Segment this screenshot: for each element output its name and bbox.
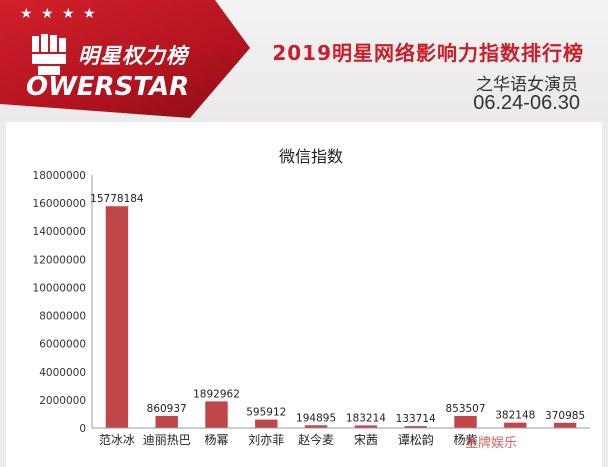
- brand-banner: ★ ★ ★ ★ 明星权力榜 OWERSTAR: [0, 0, 250, 118]
- y-tick-label: 18000000: [33, 170, 86, 182]
- x-tick-label: 谭松韵: [398, 432, 434, 447]
- bar: [105, 206, 129, 428]
- page-subtitle: 之华语女演员: [476, 75, 578, 95]
- data-label: 860937: [147, 403, 187, 415]
- y-axis: 0 2000000 4000000 6000000 8000000 10000000 120…: [33, 170, 93, 435]
- bar: [354, 425, 378, 428]
- bar: [454, 416, 477, 428]
- y-tick-label: 10000000: [33, 282, 86, 294]
- data-label: 194895: [296, 412, 336, 424]
- bar: [404, 426, 427, 428]
- bar: [304, 425, 328, 428]
- bar: [255, 419, 278, 428]
- data-label: 183214: [346, 412, 386, 424]
- brand-name-cn: 明星权力榜: [78, 44, 188, 68]
- bars: 15778184 860937 1892962 595912 194895 183214 1…: [90, 193, 585, 428]
- x-tick-label: 刘亦菲: [248, 432, 284, 447]
- data-label: 370985: [545, 410, 585, 422]
- x-tick-label: 范冰冰: [99, 433, 135, 447]
- data-label: 853507: [445, 403, 485, 415]
- x-tick-label: 赵今麦: [298, 432, 334, 447]
- chart-title: 微信指数: [279, 147, 343, 166]
- x-tick-label: 宋茜: [354, 432, 378, 447]
- y-tick-label: 8000000: [39, 311, 86, 323]
- x-tick-label: 杨幂: [204, 432, 228, 447]
- x-tick-label: 迪丽热巴: [143, 433, 191, 447]
- y-tick-label: 12000000: [33, 254, 86, 266]
- y-tick-label: 6000000: [39, 339, 86, 351]
- y-tick-label: 14000000: [33, 226, 86, 238]
- bar-chart: 微信指数 0 2000000 4000000 6000000 8000000 100000…: [33, 147, 590, 447]
- bar: [155, 415, 178, 428]
- bar: [205, 401, 228, 428]
- date-range: 06.24-06.30: [473, 92, 580, 114]
- data-label: 1892962: [193, 388, 240, 400]
- x-axis: 范冰冰 迪丽热巴 杨幂 刘亦菲 赵今麦 宋茜 谭松韵 杨紫: [92, 427, 590, 447]
- bar: [553, 422, 577, 428]
- data-label: 595912: [246, 407, 286, 419]
- data-label: 133714: [396, 413, 436, 425]
- fist-logo-icon: [32, 34, 66, 75]
- header: ★ ★ ★ ★ 明星权力榜 OWERSTAR 2019明星网络影响力指数排行榜 …: [0, 0, 608, 122]
- brand-name-en: OWERSTAR: [26, 72, 190, 102]
- data-label: 15778184: [90, 193, 144, 205]
- y-tick-label: 16000000: [33, 198, 86, 210]
- bar: [504, 422, 527, 428]
- x-tick-label: 杨紫: [453, 432, 477, 447]
- data-label: 382148: [495, 410, 535, 422]
- stars-icon: ★ ★ ★ ★: [20, 6, 98, 22]
- page-title: 2019明星网络影响力指数排行榜: [272, 41, 584, 65]
- chart-panel: 微信指数 0 2000000 4000000 6000000 8000000 100000…: [6, 122, 602, 467]
- y-tick-label: 0: [79, 423, 86, 435]
- watermark: 金牌娱乐: [465, 436, 518, 451]
- y-tick-label: 2000000: [39, 395, 86, 407]
- y-tick-label: 4000000: [39, 367, 86, 379]
